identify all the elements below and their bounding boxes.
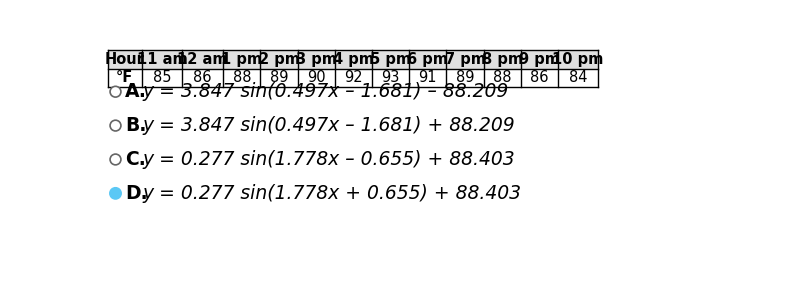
Circle shape (110, 154, 121, 165)
Text: 92: 92 (344, 70, 362, 85)
Text: 88: 88 (493, 70, 511, 85)
Text: 89: 89 (456, 70, 474, 85)
Text: 6 pm: 6 pm (407, 52, 448, 67)
Text: 10 pm: 10 pm (553, 52, 604, 67)
Text: 8 pm: 8 pm (482, 52, 522, 67)
Text: y = 3.847 sin(0.497x – 1.681) – 88.209: y = 3.847 sin(0.497x – 1.681) – 88.209 (142, 82, 509, 101)
Text: y = 0.277 sin(1.778x – 0.655) + 88.403: y = 0.277 sin(1.778x – 0.655) + 88.403 (142, 150, 515, 169)
Text: C.: C. (125, 150, 146, 169)
Text: y = 0.277 sin(1.778x + 0.655) + 88.403: y = 0.277 sin(1.778x + 0.655) + 88.403 (142, 184, 522, 203)
Text: 7 pm: 7 pm (445, 52, 486, 67)
Text: 88: 88 (233, 70, 251, 85)
Text: 86: 86 (194, 70, 212, 85)
Text: 11 am: 11 am (137, 52, 187, 67)
Circle shape (110, 188, 121, 199)
Text: A.: A. (125, 82, 146, 101)
Text: 89: 89 (270, 70, 288, 85)
Circle shape (110, 120, 121, 131)
Text: D.: D. (125, 184, 147, 203)
Text: 91: 91 (418, 70, 437, 85)
Text: 4 pm: 4 pm (333, 52, 374, 67)
Text: B.: B. (125, 116, 146, 135)
Text: °F: °F (116, 70, 134, 85)
Text: 86: 86 (530, 70, 549, 85)
Text: 85: 85 (153, 70, 171, 85)
Text: 9 pm: 9 pm (519, 52, 560, 67)
Text: 93: 93 (382, 70, 400, 85)
Text: y = 3.847 sin(0.497x – 1.681) + 88.209: y = 3.847 sin(0.497x – 1.681) + 88.209 (142, 116, 515, 135)
Text: 84: 84 (569, 70, 587, 85)
Text: Hour: Hour (105, 52, 145, 67)
Text: 12 am: 12 am (178, 52, 228, 67)
Circle shape (110, 86, 121, 97)
Text: 5 pm: 5 pm (370, 52, 411, 67)
Text: 1 pm: 1 pm (222, 52, 262, 67)
Text: 90: 90 (307, 70, 326, 85)
Text: 2 pm: 2 pm (258, 52, 299, 67)
Bar (108, 50, 598, 68)
Text: 3 pm: 3 pm (296, 52, 337, 67)
